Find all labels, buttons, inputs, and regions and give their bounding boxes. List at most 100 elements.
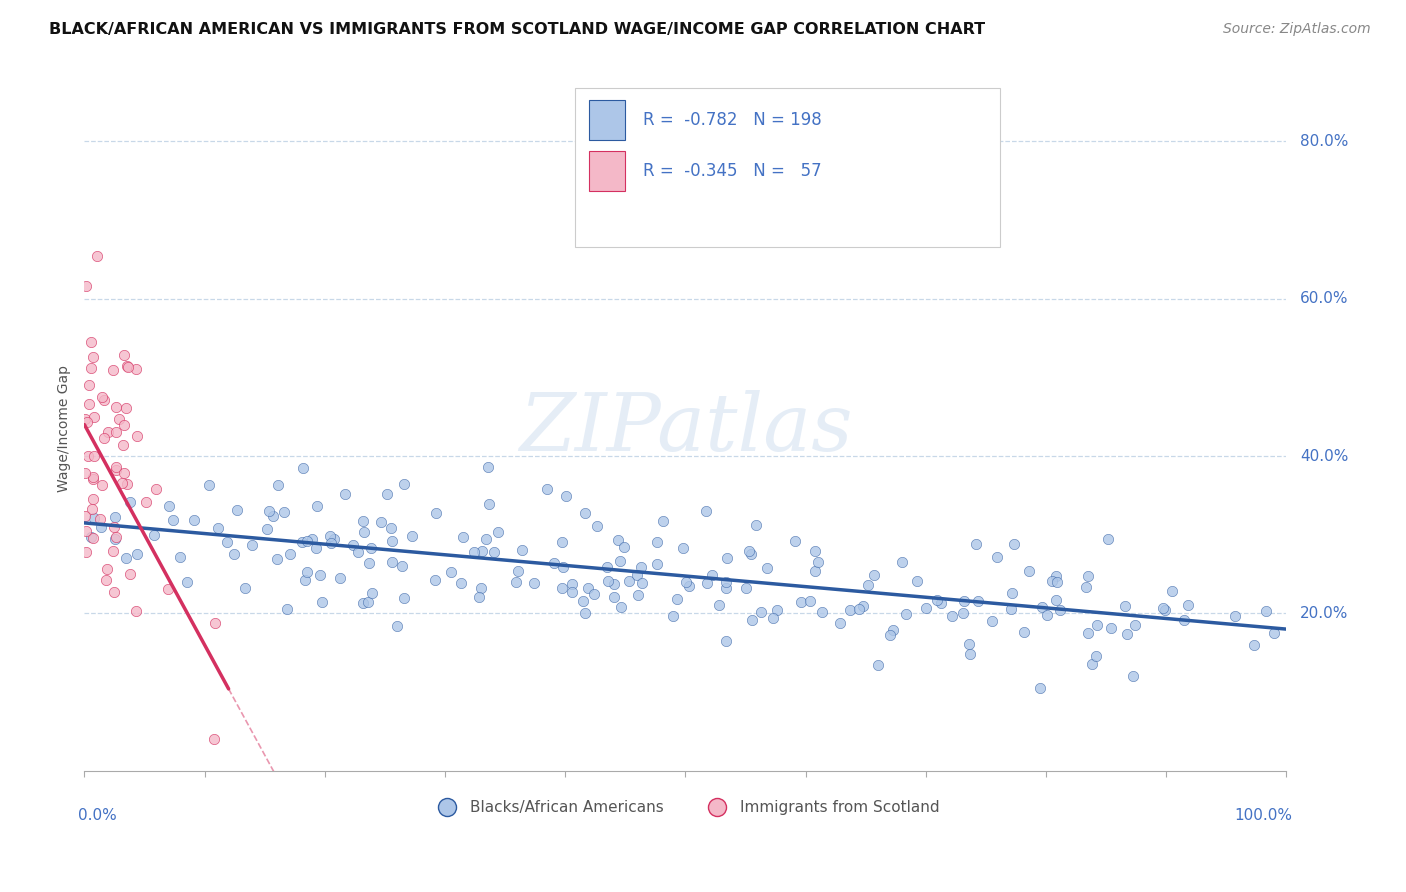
Point (1045, 569, 1067, 583)
Point (1077, 568, 1099, 582)
Point (93, 431, 115, 445)
Text: ZIPatlas: ZIPatlas (519, 390, 852, 467)
Point (295, 534, 318, 549)
Point (75, 279, 97, 293)
Point (1125, 618, 1147, 632)
Point (762, 611, 785, 625)
Point (1263, 625, 1285, 640)
Point (553, 560, 575, 574)
Point (82, 470, 104, 484)
Point (536, 482, 558, 496)
Point (82, 531, 104, 545)
Point (959, 647, 981, 661)
Point (574, 606, 596, 620)
Point (879, 628, 901, 642)
Point (450, 575, 472, 590)
Point (1243, 638, 1265, 652)
Point (740, 547, 762, 561)
Point (115, 477, 138, 491)
Point (101, 363, 124, 377)
Point (425, 506, 447, 520)
Point (1000, 586, 1022, 600)
Point (117, 359, 139, 374)
Point (1012, 624, 1035, 639)
Point (470, 581, 492, 595)
Point (804, 544, 827, 558)
Point (554, 490, 576, 504)
Point (222, 547, 245, 561)
Point (90, 390, 112, 404)
Point (852, 599, 875, 614)
Point (145, 482, 167, 496)
Point (103, 543, 125, 558)
Point (240, 538, 263, 552)
Point (266, 552, 288, 566)
Point (394, 591, 416, 606)
Point (561, 584, 583, 599)
Point (1076, 580, 1098, 594)
Point (1254, 604, 1277, 618)
Point (966, 593, 988, 607)
Point (925, 593, 948, 607)
Point (111, 476, 134, 491)
Point (112, 466, 135, 480)
Point (77, 378, 100, 392)
Point (135, 495, 157, 509)
Point (259, 504, 281, 518)
Point (157, 499, 180, 513)
Point (321, 536, 343, 550)
Point (262, 509, 284, 524)
Point (1046, 574, 1069, 589)
Point (93, 392, 115, 407)
Point (811, 605, 834, 619)
Point (1045, 593, 1067, 607)
Point (804, 565, 827, 579)
Point (523, 575, 546, 590)
Point (672, 541, 695, 555)
Y-axis label: Wage/Income Gap: Wage/Income Gap (58, 365, 72, 492)
Point (112, 417, 135, 432)
Point (510, 542, 533, 557)
Point (90, 520, 112, 534)
Point (675, 574, 697, 589)
Point (385, 619, 408, 633)
Point (735, 581, 758, 595)
Point (112, 348, 135, 362)
Point (645, 558, 668, 572)
Point (294, 573, 316, 587)
Point (609, 554, 631, 568)
Point (468, 590, 491, 604)
Point (1029, 681, 1052, 695)
Point (105, 462, 128, 476)
Point (311, 595, 333, 609)
Text: 20.0%: 20.0% (1301, 606, 1348, 621)
Point (839, 603, 862, 617)
Point (1099, 621, 1122, 635)
Point (1223, 609, 1246, 624)
Text: R =  -0.345   N =   57: R = -0.345 N = 57 (644, 162, 823, 180)
Point (478, 497, 501, 511)
Point (953, 593, 976, 607)
Point (305, 499, 328, 513)
Point (1077, 626, 1099, 640)
Point (77, 397, 100, 411)
Point (474, 532, 496, 546)
Point (76, 415, 98, 429)
Point (1002, 537, 1025, 551)
Point (651, 514, 673, 528)
Point (305, 541, 328, 556)
Point (104, 532, 127, 546)
Point (766, 603, 789, 617)
Point (333, 486, 356, 500)
Point (914, 601, 936, 615)
Point (1040, 574, 1063, 589)
Point (952, 606, 974, 620)
Point (695, 504, 717, 518)
Point (714, 634, 737, 648)
Point (1154, 603, 1177, 617)
Point (125, 361, 148, 376)
Point (506, 564, 529, 578)
Point (204, 615, 226, 630)
Point (342, 538, 364, 552)
Point (661, 609, 683, 624)
